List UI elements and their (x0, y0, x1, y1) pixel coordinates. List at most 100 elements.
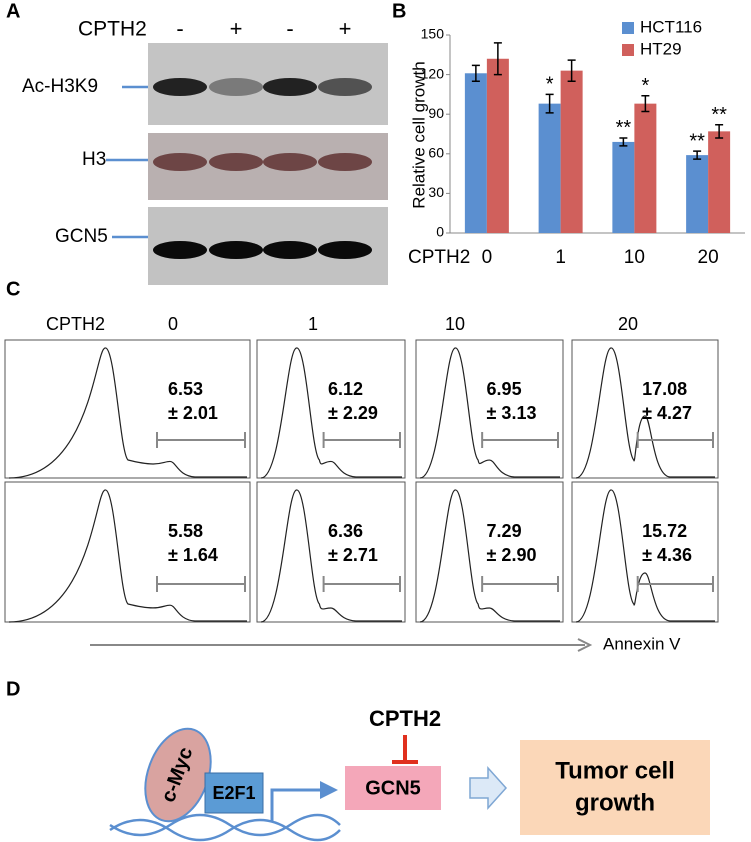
legend-label: HCT116 (640, 17, 702, 36)
histogram-box (571, 481, 719, 623)
mean: 6.36 (328, 521, 363, 541)
x-tick-label: 0 (482, 247, 493, 268)
bar (560, 70, 583, 233)
y-axis-label: Relative cell growth (409, 61, 428, 208)
y-tick-label: 30 (428, 184, 444, 200)
gate (481, 432, 559, 448)
lane-sign: - (286, 16, 293, 41)
lane-sign: + (339, 16, 352, 41)
gate (636, 432, 714, 448)
band (263, 78, 317, 96)
sd: ± 3.13 (487, 403, 537, 423)
band-label: Ac-H3K9 (22, 76, 98, 97)
error-bar (619, 137, 628, 147)
histogram-box (4, 339, 251, 479)
histogram-box (571, 339, 719, 479)
histogram (419, 489, 560, 623)
bar (612, 141, 635, 233)
lane-sign: - (176, 16, 183, 41)
gate (322, 432, 401, 448)
gate (481, 576, 559, 592)
legend-swatch (622, 22, 634, 34)
sd: ± 2.90 (487, 545, 537, 565)
band (318, 78, 372, 96)
arrow (270, 788, 325, 822)
band (153, 78, 207, 96)
histogram (8, 489, 247, 623)
x-axis-label: Annexin V (603, 634, 681, 653)
band (153, 153, 207, 171)
error-bar (567, 59, 576, 82)
hollow-arrow (469, 766, 508, 810)
histogram-box (256, 481, 406, 623)
target: GCN5 (365, 777, 421, 799)
mean: 6.95 (487, 379, 522, 399)
band (263, 153, 317, 171)
error-bar (471, 64, 480, 82)
band-label: H3 (82, 149, 106, 170)
mean: 6.12 (328, 379, 363, 399)
histogram (8, 347, 247, 479)
x-tick-label: 20 (698, 247, 719, 268)
inhibitor: CPTH2 (369, 706, 441, 731)
sd: ± 2.71 (328, 545, 378, 565)
row-label: CPTH2 (46, 314, 105, 334)
legend-label: HT29 (640, 39, 682, 58)
arrow-head (320, 781, 338, 799)
error-bar (493, 42, 502, 76)
band (318, 153, 372, 171)
sd: ± 1.64 (168, 545, 218, 565)
band (209, 78, 263, 96)
sd: ± 2.29 (328, 403, 378, 423)
significance: ** (711, 104, 727, 126)
gate (636, 576, 714, 592)
outcome: growth (575, 789, 655, 816)
panel-label: D (6, 678, 20, 700)
column-label: 1 (308, 314, 318, 334)
error-bar (641, 94, 650, 113)
histogram (260, 489, 402, 623)
y-tick-label: 0 (436, 224, 444, 240)
significance: ** (689, 130, 705, 152)
x-tick-label: 1 (555, 247, 566, 268)
panel-label: B (392, 0, 406, 22)
y-tick-label: 150 (421, 26, 445, 42)
histogram (575, 347, 715, 479)
band (209, 241, 263, 259)
panel-label: C (6, 278, 20, 300)
band (209, 153, 263, 171)
gcn5-box (345, 766, 441, 810)
bar (538, 103, 561, 233)
histogram-box (415, 339, 564, 479)
column-label: 10 (445, 314, 465, 334)
mean: 17.08 (642, 379, 687, 399)
mean: 6.53 (168, 379, 203, 399)
significance: * (546, 74, 554, 96)
sd: ± 4.36 (642, 545, 692, 565)
arrow-head (577, 638, 593, 652)
gate (322, 576, 401, 592)
dna (109, 813, 341, 837)
outcome-box (520, 740, 710, 835)
histogram (260, 347, 402, 479)
y-tick-label: 120 (421, 65, 445, 81)
band (153, 241, 207, 259)
outcome: Tumor cell (555, 757, 675, 784)
lane-sign: + (230, 16, 243, 41)
error-bar (545, 93, 554, 114)
sd: ± 2.01 (168, 403, 218, 423)
column-label: 0 (168, 314, 178, 334)
mean: 5.58 (168, 521, 203, 541)
panel-label: A (6, 0, 20, 22)
bar (634, 103, 657, 233)
x-axis-label: CPTH2 (408, 247, 470, 268)
histogram (575, 489, 715, 623)
treatment-label: CPTH2 (78, 18, 147, 41)
error-bar (693, 150, 702, 160)
error-bar (715, 124, 724, 139)
e2f1-box (204, 772, 264, 814)
x-tick-label: 10 (624, 247, 645, 268)
legend-swatch (622, 44, 634, 56)
sd: ± 4.27 (642, 403, 692, 423)
